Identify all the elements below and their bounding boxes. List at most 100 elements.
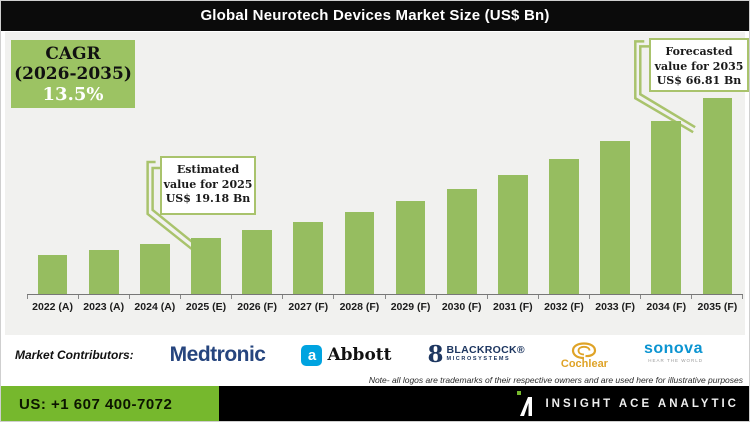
bar-2030 (F) (446, 189, 477, 294)
forecasted-value-callout: Forecasted value for 2035 US$ 66.81 Bn (649, 38, 749, 92)
x-axis-label: 2031 (F) (492, 301, 533, 313)
blackrock-wordmark: BLACKROCK® (446, 344, 525, 356)
phone-number: US: +1 607 400-7072 (19, 396, 173, 413)
x-axis-tick (691, 295, 744, 299)
blackrock-microsystems-logo: 8 BLACKROCK® MICROSYSTEMS (427, 341, 525, 368)
cagr-value: 13.5% (42, 84, 104, 105)
blackrock-symbol-icon: 8 (427, 341, 444, 368)
chart-title: Global Neurotech Devices Market Size (US… (200, 7, 550, 24)
cagr-period: (2026-2035) (14, 64, 132, 84)
forecasted-line1: Forecasted (665, 45, 733, 58)
chart-title-bar: Global Neurotech Devices Market Size (US… (1, 1, 749, 31)
blackrock-subtext: MICROSYSTEMS (446, 356, 511, 362)
cochlear-logo: Cochlear (560, 341, 608, 370)
cagr-callout-box: CAGR (2026-2035) 13.5% (11, 40, 135, 108)
x-axis-label: 2034 (F) (646, 301, 687, 313)
x-axis-tick (384, 295, 436, 299)
x-axis-ticks (27, 295, 744, 299)
bar-2024 (A) (140, 244, 170, 294)
bar-2022 (A) (37, 255, 68, 294)
bar-2029 (F) (395, 201, 426, 294)
x-axis-tick (588, 295, 640, 299)
x-axis-label: 2029 (F) (390, 301, 431, 313)
cagr-label: CAGR (45, 44, 101, 64)
brand-block: INSIGHT ACE ANALYTIC (516, 386, 739, 421)
medtronic-logo: Medtronic (169, 343, 266, 366)
x-axis-label: 2032 (F) (544, 301, 584, 313)
bar-group (27, 94, 78, 294)
bar-group (232, 94, 283, 294)
x-axis-label: 2023 (A) (83, 301, 125, 313)
estimated-line2: value for 2025 (163, 177, 253, 191)
contributor-logos: Medtronic a Abbott 8 BLACKROCK® MICROSYS… (134, 340, 739, 370)
phone-block: US: +1 607 400-7072 (1, 386, 219, 421)
bar-group (78, 94, 129, 294)
x-axis-labels: 2022 (A) 2023 (A) 2024 (A) 2025 (E) 2026 (F)… (27, 301, 743, 313)
bar-group (129, 94, 180, 294)
footer-bar: US: +1 607 400-7072 INSIGHT ACE ANALYTIC (1, 386, 749, 421)
cochlear-wordmark: Cochlear (560, 357, 608, 370)
bar-2031 (F) (498, 175, 528, 294)
bar-group (283, 94, 334, 294)
bar-2023 (A) (88, 250, 119, 294)
x-axis-tick (435, 295, 487, 299)
x-axis-tick (78, 295, 129, 299)
bar-group (487, 94, 538, 294)
x-axis-label: 2033 (F) (595, 301, 635, 313)
x-axis-tick (333, 295, 384, 299)
trademark-note: Note- all logos are trademarks of their … (368, 375, 743, 385)
x-axis-tick (639, 295, 691, 299)
brand-name: INSIGHT ACE ANALYTIC (545, 397, 739, 410)
x-axis-tick (231, 295, 282, 299)
forecasted-value: US$ 66.81 Bn (656, 74, 742, 87)
estimated-value: US$ 19.18 Bn (165, 192, 251, 205)
x-axis-tick (486, 295, 538, 299)
x-axis-label: 2025 (E) (185, 301, 227, 313)
x-axis-label: 2035 (F) (697, 301, 738, 313)
cochlear-swirl-icon (572, 341, 597, 359)
bar-group (692, 94, 743, 294)
bar-group (590, 94, 641, 294)
x-axis-label: 2022 (A) (32, 301, 73, 313)
x-axis-tick (537, 295, 589, 299)
chart-area: CAGR (2026-2035) 13.5% Estimated value f… (5, 32, 749, 335)
x-axis-line (27, 294, 743, 295)
bar-2033 (F) (600, 141, 630, 294)
bar-group (180, 94, 231, 294)
bar-2034 (F) (651, 121, 682, 294)
sonova-wordmark: sonova (643, 340, 703, 357)
abbott-logo: a Abbott (301, 344, 392, 366)
bar-group (538, 94, 589, 294)
x-axis-label: 2027 (F) (288, 301, 329, 313)
bar-2028 (F) (344, 212, 375, 294)
bar-2027 (F) (293, 222, 324, 294)
forecasted-line2: value for 2035 (654, 59, 744, 73)
bar-group (385, 94, 436, 294)
estimated-line1: Estimated (176, 163, 240, 176)
x-axis-tick (180, 295, 231, 299)
x-axis-label: 2028 (F) (339, 301, 380, 313)
bar-series (27, 94, 743, 294)
abbott-wordmark: Abbott (327, 345, 392, 365)
market-contributors-strip: Market Contributors: Medtronic a Abbott … (1, 335, 749, 386)
bar-group (641, 94, 692, 294)
bar-2035 (F) (702, 98, 733, 294)
bar-2026 (F) (242, 230, 272, 294)
x-axis-tick (282, 295, 333, 299)
insight-ace-logo-icon (517, 390, 533, 416)
sonova-logo: sonova HEAR THE WORLD (643, 340, 703, 367)
bar-group (334, 94, 385, 294)
x-axis-label: 2026 (F) (237, 301, 277, 313)
abbott-symbol-icon: a (301, 344, 323, 366)
x-axis-label: 2024 (A) (134, 301, 176, 313)
sonova-tagline: HEAR THE WORLD (648, 358, 703, 363)
bar-2032 (F) (549, 159, 579, 294)
bar-2025 (E) (191, 238, 221, 294)
market-contributors-label: Market Contributors: (15, 348, 134, 362)
estimated-value-callout: Estimated value for 2025 US$ 19.18 Bn (160, 156, 256, 215)
bar-group (436, 94, 487, 294)
x-axis-tick (129, 295, 180, 299)
x-axis-tick (27, 295, 78, 299)
x-axis-label: 2030 (F) (441, 301, 482, 313)
